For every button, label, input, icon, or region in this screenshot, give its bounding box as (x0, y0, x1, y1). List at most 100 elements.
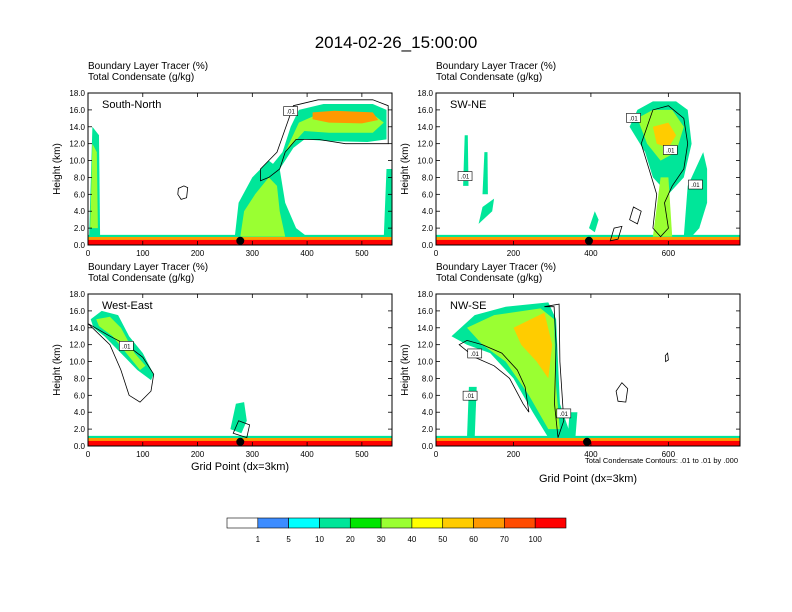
y-tick-label: 6.0 (422, 391, 434, 400)
x-tick-label: 0 (86, 450, 91, 459)
plot-frame (435, 92, 741, 246)
x-tick-label: 600 (662, 249, 676, 258)
tracer-region (478, 198, 495, 224)
contour-label: .01 (629, 116, 638, 122)
y-axis-label: Height (km) (52, 344, 63, 396)
y-tick-label: 18.0 (69, 89, 85, 98)
plot-area: .01 .01 .01 (436, 294, 740, 446)
condensate-contour (664, 352, 669, 363)
tracer-region (513, 312, 553, 379)
y-tick-label: 0.0 (74, 241, 86, 250)
x-tick-label: 400 (584, 450, 598, 459)
x-axis-label-bottom-right: Grid Point (dx=3km) (539, 473, 637, 485)
colorbar-label: 60 (469, 535, 478, 544)
x-tick-label: 200 (191, 450, 205, 459)
x-tick-label: 200 (191, 249, 205, 258)
y-tick-label: 12.0 (417, 140, 433, 149)
plot-frame (87, 92, 393, 246)
colorbar-label: 20 (346, 535, 355, 544)
condensate-contour (640, 105, 689, 238)
colorbar-swatch (288, 517, 320, 529)
x-tick-label: 0 (434, 450, 439, 459)
colorbar-label: 30 (377, 535, 386, 544)
y-tick-label: 16.0 (69, 106, 85, 115)
colorbar-swatch (504, 517, 536, 529)
contour-footnote: Total Condensate Contours: .01 to .01 by… (585, 456, 738, 465)
condensate-contour (629, 206, 642, 225)
y-axis-label: Height (km) (400, 143, 411, 195)
plot-area: .01 (88, 93, 392, 245)
contour-label: .01 (122, 344, 131, 350)
colorbar-swatch (226, 517, 259, 529)
colorbar-swatch (319, 517, 351, 529)
colorbar-swatch (442, 517, 474, 529)
y-axis-label: Height (km) (52, 143, 63, 195)
colorbar-label: 1 (256, 535, 261, 544)
tracer-region (240, 177, 286, 237)
tracer-region (90, 143, 98, 229)
y-tick-label: 18.0 (417, 89, 433, 98)
contour-label: .01 (666, 148, 675, 154)
tracer-region (230, 402, 247, 434)
y-tick-label: 12.0 (69, 140, 85, 149)
colorbar-swatch (257, 517, 289, 529)
header-tracer-label: Boundary Layer Tracer (%) (436, 61, 556, 72)
y-tick-label: 2.0 (422, 425, 434, 434)
colorbar-swatch (473, 517, 505, 529)
header-tracer-label: Boundary Layer Tracer (%) (88, 262, 208, 273)
tracer-region (567, 412, 578, 438)
y-tick-label: 16.0 (69, 307, 85, 316)
contour-label-box (283, 106, 298, 116)
figure-title: 2014-02-26_15:00:00 (315, 33, 478, 52)
x-tick-label: 400 (300, 450, 314, 459)
contour-label-box (462, 390, 478, 401)
contour-label: .01 (471, 352, 480, 358)
contour-label: .01 (466, 394, 475, 400)
panel-label: South-North (102, 99, 161, 111)
condensate-contour (232, 420, 251, 439)
header-tracer-label: Boundary Layer Tracer (%) (88, 61, 208, 72)
x-tick-label: 300 (246, 249, 260, 258)
header-condensate-label: Total Condensate (g/kg) (436, 72, 542, 83)
x-tick-label: 100 (136, 450, 150, 459)
x-tick-label: 400 (584, 249, 598, 258)
header-condensate-label: Total Condensate (g/kg) (436, 273, 542, 284)
condensate-contour (609, 225, 623, 242)
y-tick-label: 8.0 (74, 173, 86, 182)
y-tick-label: 18.0 (417, 290, 433, 299)
x-tick-label: 100 (136, 249, 150, 258)
y-tick-label: 10.0 (417, 157, 433, 166)
x-tick-label: 500 (355, 249, 369, 258)
y-tick-label: 18.0 (69, 290, 85, 299)
contour-label: .01 (560, 412, 569, 418)
header-condensate-label: Total Condensate (g/kg) (88, 72, 194, 83)
x-tick-label: 0 (434, 249, 439, 258)
x-tick-label: 200 (507, 249, 521, 258)
x-tick-label: 600 (662, 450, 676, 459)
y-tick-label: 16.0 (417, 307, 433, 316)
panel-south-north: Boundary Layer Tracer (%)Total Condensat… (52, 61, 393, 258)
colorbar-label: 40 (407, 535, 416, 544)
colorbar-swatch (380, 517, 413, 529)
y-axis-label: Height (km) (400, 344, 411, 396)
panels: Boundary Layer Tracer (%)Total Condensat… (52, 61, 741, 459)
y-tick-label: 4.0 (74, 207, 86, 216)
y-tick-label: 2.0 (74, 224, 86, 233)
y-tick-label: 10.0 (69, 358, 85, 367)
y-tick-label: 4.0 (74, 408, 86, 417)
x-tick-label: 0 (86, 249, 91, 258)
y-tick-label: 4.0 (422, 207, 434, 216)
y-tick-label: 8.0 (422, 173, 434, 182)
panel-sw-ne: Boundary Layer Tracer (%)Total Condensat… (400, 61, 741, 258)
y-tick-label: 6.0 (74, 391, 86, 400)
tracer-region (285, 114, 384, 153)
condensate-contour (544, 303, 565, 438)
panel-label: NW-SE (450, 300, 486, 312)
y-tick-label: 8.0 (422, 374, 434, 383)
y-tick-label: 4.0 (422, 408, 434, 417)
colorbar-swatch (411, 517, 444, 529)
colorbar-label: 10 (315, 535, 324, 544)
tracer-region (383, 169, 392, 237)
y-tick-label: 14.0 (69, 123, 85, 132)
